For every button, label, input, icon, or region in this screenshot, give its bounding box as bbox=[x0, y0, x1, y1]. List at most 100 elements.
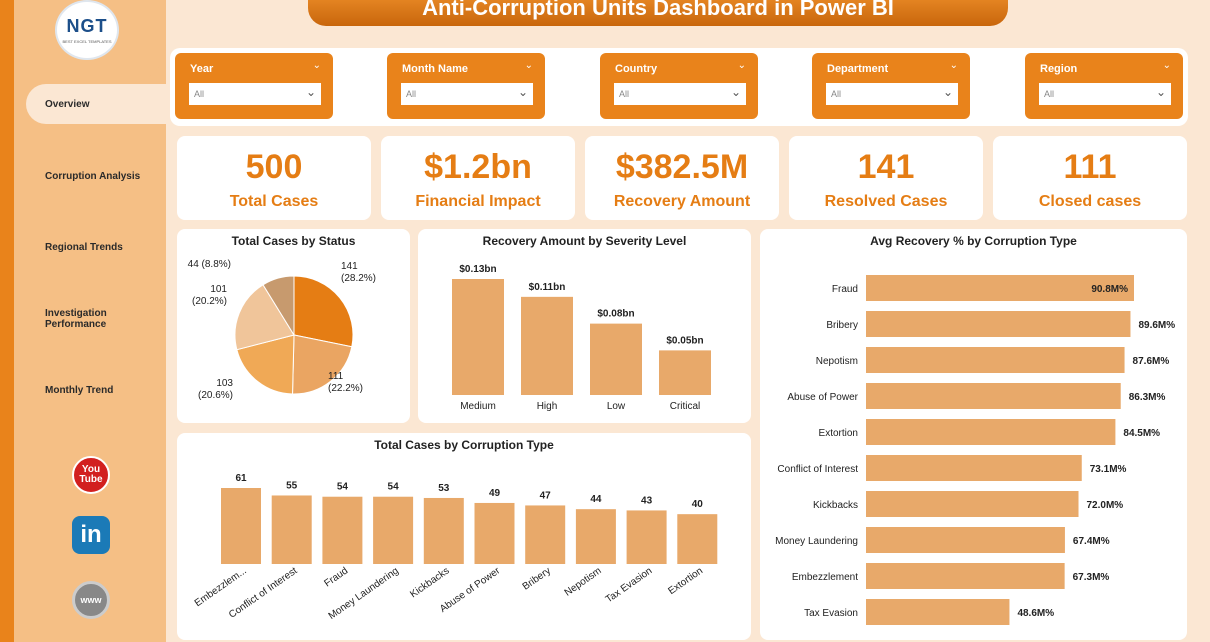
bar[interactable] bbox=[866, 275, 1134, 301]
bar[interactable] bbox=[423, 497, 464, 564]
bar[interactable] bbox=[221, 488, 261, 564]
category-label: Extortion bbox=[819, 428, 858, 439]
category-label: Critical bbox=[670, 401, 701, 412]
pie-slice[interactable] bbox=[236, 334, 295, 395]
bar[interactable] bbox=[575, 509, 616, 564]
data-label: 89.6M% bbox=[1138, 320, 1175, 331]
bar[interactable] bbox=[373, 496, 414, 564]
data-label: 43 bbox=[641, 495, 653, 506]
country-select[interactable]: All ⌄ bbox=[614, 83, 746, 105]
category-label: Fraud bbox=[322, 565, 350, 589]
chevron-down-icon: ⌄ bbox=[524, 60, 533, 71]
department-value: All bbox=[831, 89, 842, 99]
nav-monthly-trend[interactable]: Monthly Trend bbox=[45, 384, 114, 396]
bar[interactable] bbox=[866, 347, 1125, 373]
chevron-down-icon: ⌄ bbox=[305, 85, 316, 99]
bar[interactable] bbox=[659, 350, 711, 395]
region-slicer-label: Region bbox=[1040, 63, 1078, 75]
year-slicer[interactable]: Year ⌄ All ⌄ bbox=[175, 53, 333, 119]
bar[interactable] bbox=[322, 496, 363, 564]
bar[interactable] bbox=[271, 495, 312, 564]
logo: NGT BEST EXCEL TEMPLATES bbox=[55, 0, 119, 60]
severity-bar-chart: $0.13bn Medium $0.11bn High $0.08bn Low $0.05b… bbox=[452, 264, 711, 412]
category-label: Nepotism bbox=[816, 356, 858, 367]
kpi-value: 500 bbox=[245, 148, 303, 186]
pie-pct-label: (28.2%) bbox=[341, 273, 376, 284]
category-label: Medium bbox=[460, 401, 496, 412]
nav-overview[interactable]: Overview bbox=[26, 84, 171, 124]
severity-chart-panel: Recovery Amount by Severity Level $0.13b… bbox=[418, 229, 751, 423]
bar[interactable] bbox=[866, 563, 1065, 589]
department-slicer[interactable]: Department ⌄ All ⌄ bbox=[812, 53, 970, 119]
month-select[interactable]: All ⌄ bbox=[401, 83, 533, 105]
data-label: 40 bbox=[692, 499, 704, 510]
data-label: 54 bbox=[337, 482, 349, 493]
bar[interactable] bbox=[677, 514, 718, 564]
chart-title: Recovery Amount by Severity Level bbox=[482, 234, 687, 248]
category-label: Bribery bbox=[826, 320, 858, 331]
data-label: 84.5M% bbox=[1123, 428, 1160, 439]
pie-label: 44 (8.8%) bbox=[188, 259, 231, 270]
pie-slice[interactable] bbox=[293, 275, 354, 348]
region-select[interactable]: All ⌄ bbox=[1039, 83, 1171, 105]
data-label: 49 bbox=[489, 488, 501, 499]
data-label: 72.0M% bbox=[1087, 500, 1124, 511]
country-value: All bbox=[619, 89, 630, 99]
region-slicer[interactable]: Region ⌄ All ⌄ bbox=[1025, 53, 1183, 119]
bar[interactable] bbox=[866, 527, 1065, 553]
chevron-down-icon: ⌄ bbox=[517, 85, 528, 99]
youtube-icon[interactable]: You Tube bbox=[72, 456, 110, 494]
category-label: Conflict of Interest bbox=[777, 464, 858, 475]
pie-pct-label: (20.2%) bbox=[192, 296, 227, 307]
kpi-label: Resolved Cases bbox=[824, 193, 948, 210]
bar[interactable] bbox=[866, 455, 1082, 481]
month-slicer[interactable]: Month Name ⌄ All ⌄ bbox=[387, 53, 545, 119]
category-label: Abuse of Power bbox=[787, 392, 858, 403]
category-label: Tax Evasion bbox=[804, 608, 858, 619]
nav-corruption-analysis[interactable]: Corruption Analysis bbox=[45, 170, 141, 182]
chart-title: Avg Recovery % by Corruption Type bbox=[870, 234, 1077, 248]
chevron-down-icon: ⌄ bbox=[730, 85, 741, 99]
category-label: High bbox=[537, 401, 558, 412]
bar[interactable] bbox=[866, 599, 1010, 625]
bar[interactable] bbox=[525, 505, 566, 564]
web-icon[interactable]: www bbox=[72, 581, 110, 619]
country-slicer[interactable]: Country ⌄ All ⌄ bbox=[600, 53, 758, 119]
bar[interactable] bbox=[866, 311, 1131, 337]
nav-investigation-performance[interactable]: Investigation Performance bbox=[45, 308, 107, 330]
bar[interactable] bbox=[590, 323, 642, 395]
category-label: Bribery bbox=[521, 565, 553, 592]
month-slicer-label: Month Name bbox=[402, 63, 468, 75]
data-label: 53 bbox=[438, 483, 450, 494]
chevron-down-icon: ⌄ bbox=[312, 60, 321, 71]
bar[interactable] bbox=[626, 510, 667, 564]
bar[interactable] bbox=[452, 279, 504, 395]
nav-regional-trends[interactable]: Regional Trends bbox=[45, 241, 123, 253]
bar[interactable] bbox=[866, 491, 1079, 517]
pie-slice[interactable] bbox=[262, 275, 295, 337]
kpi-label: Financial Impact bbox=[415, 193, 541, 210]
kpi-label: Closed cases bbox=[1038, 193, 1142, 210]
data-label: 86.3M% bbox=[1129, 392, 1166, 403]
bar[interactable] bbox=[521, 296, 573, 395]
year-value: All bbox=[194, 89, 205, 99]
pie-chart-panel: Total Cases by Status 141 (28.2%) 111 (22.2… bbox=[177, 229, 410, 423]
data-label: 55 bbox=[286, 480, 298, 491]
category-label: Embezzlement bbox=[792, 572, 858, 583]
linkedin-icon[interactable]: in bbox=[72, 516, 110, 554]
bar[interactable] bbox=[866, 419, 1116, 445]
pie-label: 111 bbox=[328, 371, 344, 382]
data-label: 87.6M% bbox=[1133, 356, 1170, 367]
department-select[interactable]: All ⌄ bbox=[826, 83, 958, 105]
pie-pct-label: (20.6%) bbox=[198, 390, 233, 401]
pie-slice[interactable] bbox=[234, 284, 295, 351]
bar[interactable] bbox=[866, 383, 1121, 409]
type-chart-panel: Total Cases by Corruption Type 61 Embezzl… bbox=[177, 433, 751, 640]
pie-slice[interactable] bbox=[292, 334, 353, 395]
logo-subtext: BEST EXCEL TEMPLATES bbox=[62, 39, 112, 44]
bar[interactable] bbox=[474, 502, 515, 564]
avg-recovery-chart-panel: Avg Recovery % by Corruption Type Fraud 9… bbox=[760, 229, 1187, 640]
region-value: All bbox=[1044, 89, 1055, 99]
category-label: Fraud bbox=[832, 284, 858, 295]
year-select[interactable]: All ⌄ bbox=[189, 83, 321, 105]
